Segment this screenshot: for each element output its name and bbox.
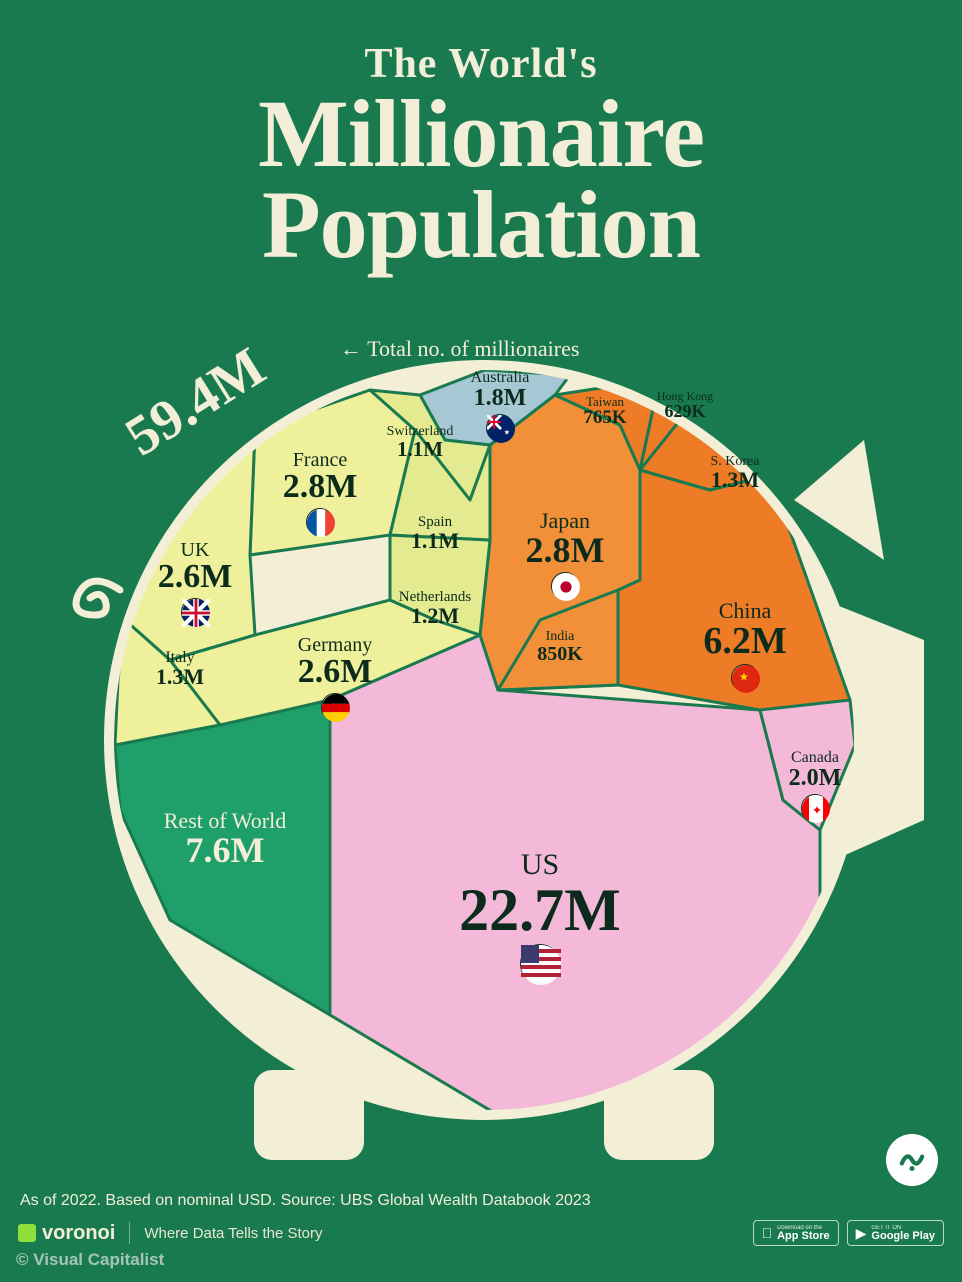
watermark: © Visual Capitalist — [16, 1250, 164, 1270]
total-caption: ← Total no. of millionaires — [340, 336, 579, 362]
play-icon: ▶ — [856, 1225, 867, 1242]
cell-uk — [125, 430, 255, 660]
brand-mark-icon — [18, 1224, 36, 1242]
brand-logo — [886, 1134, 938, 1186]
title-line1: Millionaire — [0, 88, 962, 179]
tagline: Where Data Tells the Story — [144, 1225, 322, 1242]
app-store-badge[interactable]:  Download on theApp Store — [753, 1220, 839, 1246]
brand: voronoi — [18, 1222, 115, 1245]
footer-bar: voronoi Where Data Tells the Story  Dow… — [0, 1216, 962, 1250]
title-line2: Population — [0, 179, 962, 270]
apple-icon:  — [762, 1225, 773, 1241]
cell-row — [115, 700, 330, 1015]
cell-us — [330, 635, 820, 1140]
title-block: The World's Millionaire Population — [0, 40, 962, 270]
pig-tail — [60, 560, 140, 640]
google-play-badge[interactable]: ▶ GET IT ONGoogle Play — [847, 1220, 944, 1246]
source-note: As of 2022. Based on nominal USD. Source… — [20, 1192, 591, 1210]
